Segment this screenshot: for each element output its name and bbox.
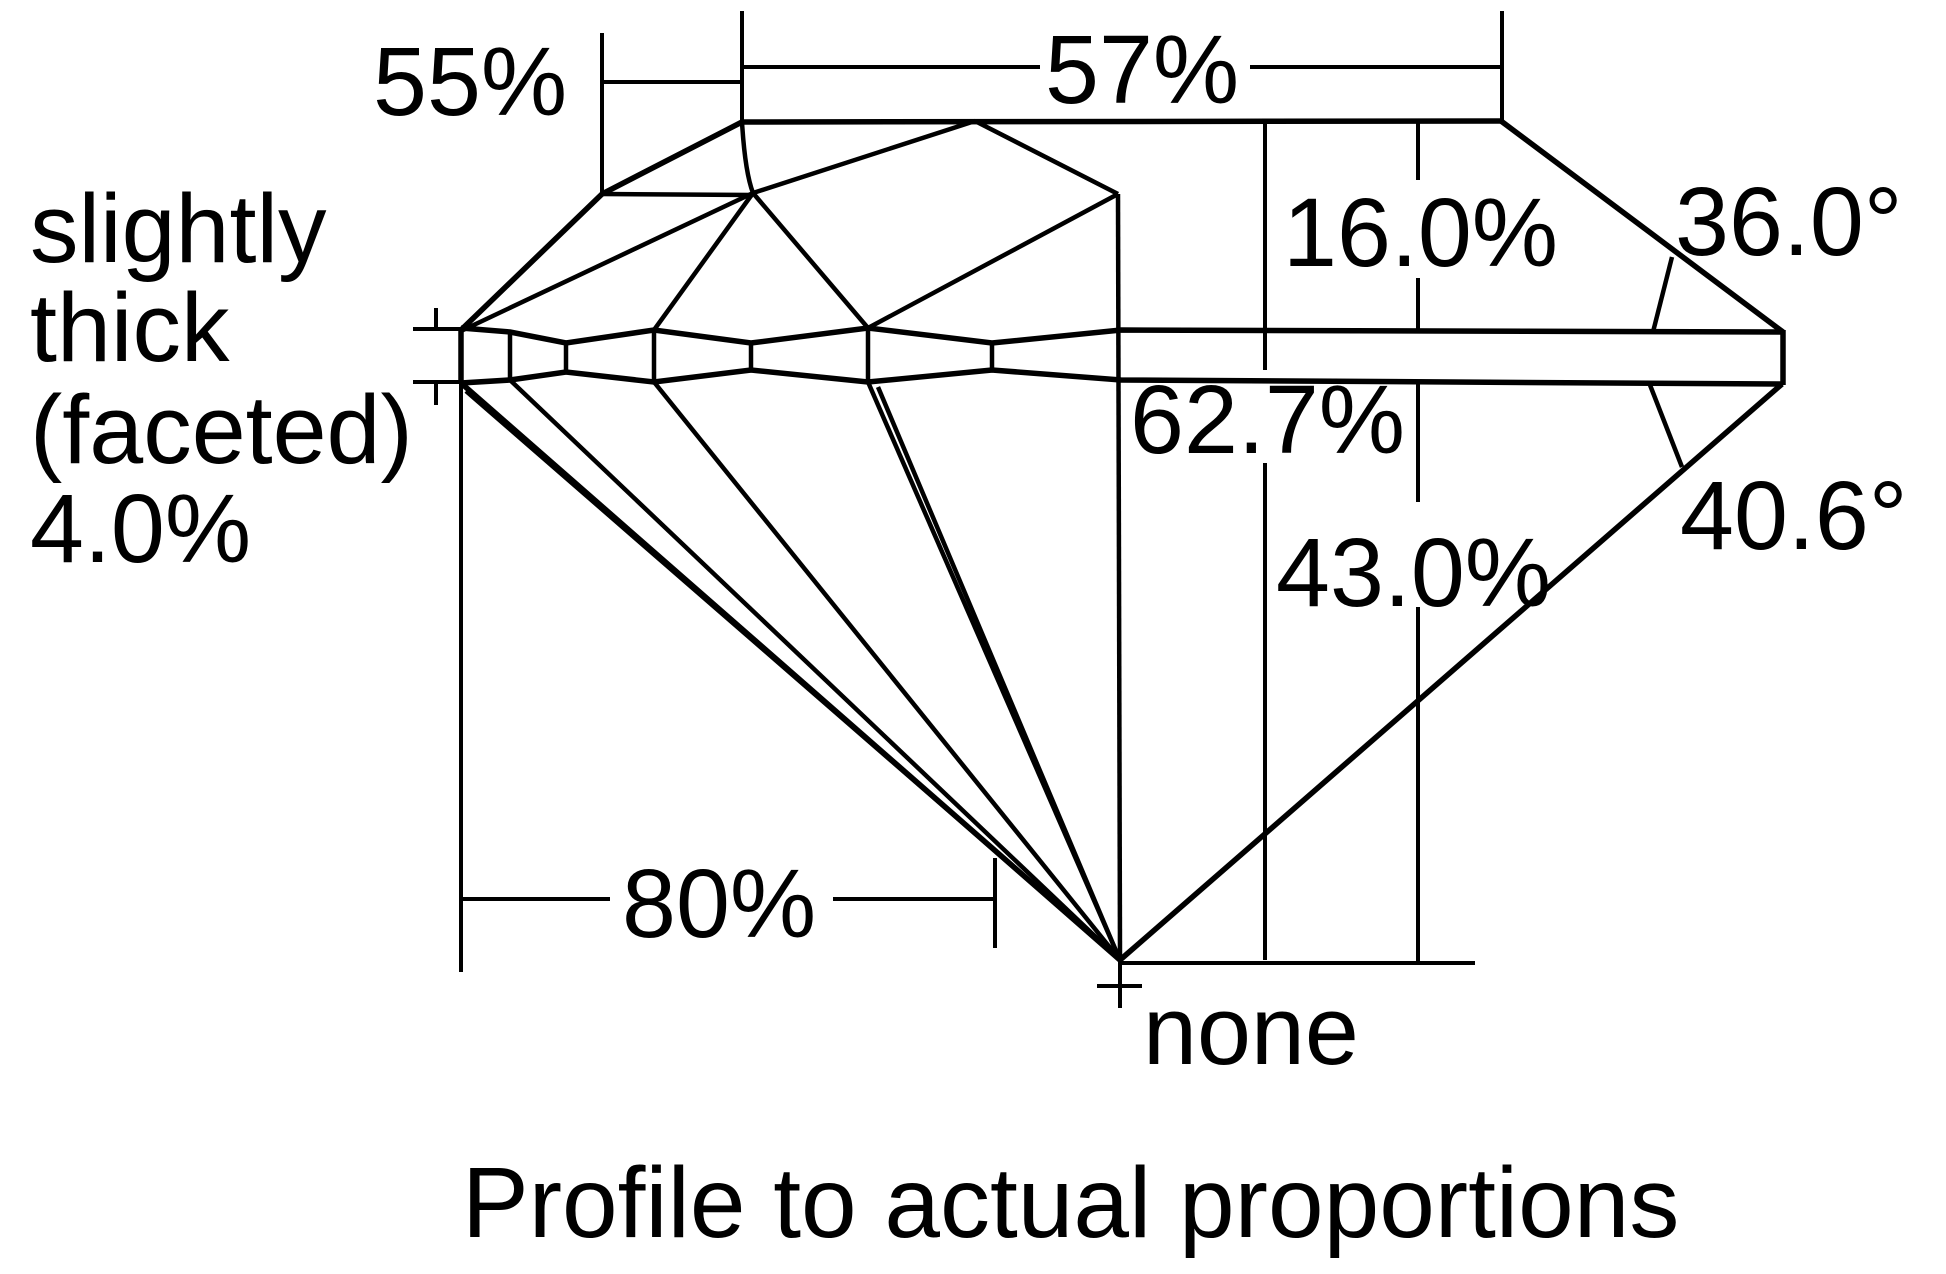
pavilion-facet-c	[652, 380, 1122, 962]
pavilion-depth-label: 43.0%	[1276, 518, 1551, 627]
crown-angle-chord	[1650, 256, 1675, 333]
girdle-label-line-2: thick	[30, 273, 230, 382]
angle-markers	[1647, 256, 1685, 468]
crown-height-label: 16.0%	[1283, 178, 1558, 287]
crown-facet-a	[601, 191, 754, 198]
table-corner-facet-curve	[739, 121, 756, 194]
pavilion-right-outline	[1118, 381, 1784, 963]
crown-facet-f	[973, 118, 1120, 197]
girdle-bottom-edge	[460, 367, 1783, 387]
star-length-label: 55%	[373, 27, 567, 136]
pavilion-angle-chord	[1647, 384, 1685, 468]
total-depth-label: 62.7%	[1130, 365, 1405, 474]
dimension-lines	[413, 11, 1504, 1008]
table-facet-line	[741, 118, 1502, 125]
center-depth-line	[1115, 193, 1123, 959]
pavilion-facet-e	[875, 386, 1122, 959]
pavilion-facet-lines	[464, 378, 1123, 962]
crown-facet-g	[866, 192, 1120, 330]
crown-facet-lines	[460, 118, 1123, 959]
girdle-label-line-3: (faceted)	[30, 375, 413, 484]
girdle-label-line-1: slightly	[30, 174, 327, 283]
table-size-label: 57%	[1045, 15, 1239, 124]
crown-facet-d	[460, 190, 754, 334]
culet-label: none	[1143, 976, 1359, 1085]
girdle-thickness-label: 4.0%	[30, 474, 251, 583]
diagram-caption: Profile to actual proportions	[462, 1147, 1679, 1259]
crown-right-outline	[1499, 118, 1785, 335]
crown-facet-e	[752, 118, 976, 196]
pavilion-angle-label: 40.6°	[1680, 461, 1908, 570]
measurement-labels: slightly thick (faceted) 4.0% 55% 57% 16…	[30, 15, 1908, 1085]
lower-half-length-label: 80%	[622, 849, 816, 958]
crown-facet-c	[751, 191, 870, 330]
girdle-top-edge	[460, 325, 1784, 346]
pavilion-facet-b	[508, 378, 1122, 962]
pavilion-facet-a	[464, 389, 1120, 960]
crown-angle-label: 36.0°	[1675, 167, 1903, 276]
diamond-outline	[458, 118, 1786, 963]
crown-facet-b	[652, 191, 755, 332]
